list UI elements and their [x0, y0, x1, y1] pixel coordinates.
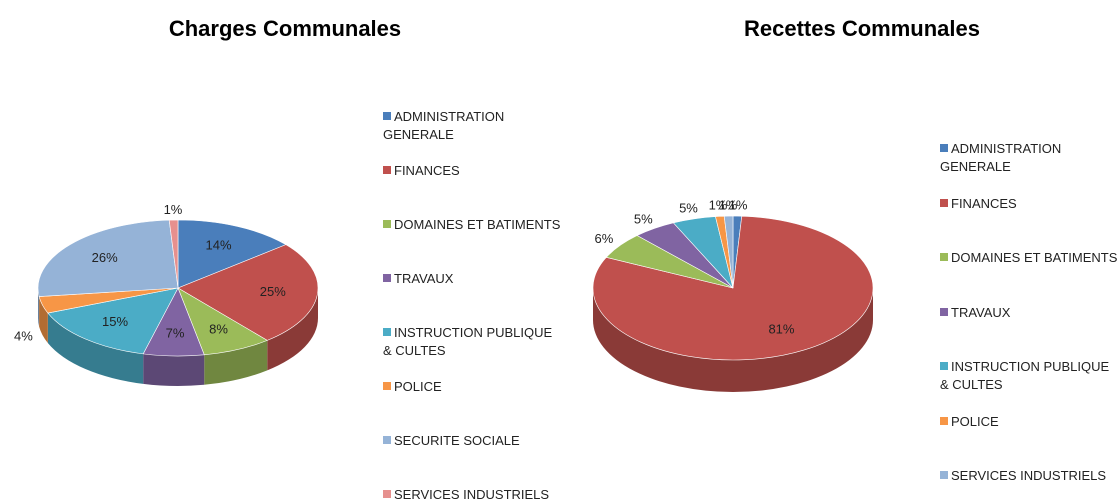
legend-item: INSTRUCTION PUBLIQUE & CULTES: [383, 324, 561, 360]
slice-side: [204, 340, 268, 385]
legend-swatch: [940, 198, 948, 207]
legend-label: INSTRUCTION PUBLIQUE & CULTES: [383, 325, 553, 358]
legend-label: TRAVAUX: [394, 271, 454, 286]
slice-side: [267, 288, 318, 371]
legend-label: DOMAINES ET BATIMENTS: [394, 217, 561, 232]
legend-item: SERVICES INDUSTRIELS: [940, 467, 1118, 485]
data-label: 1%: [719, 197, 738, 212]
data-label: 1%: [709, 198, 728, 213]
legend-label: ADMINISTRATION GENERALE: [383, 109, 505, 142]
legend-swatch: [383, 112, 391, 120]
data-label: 81%: [768, 322, 794, 337]
slice: [723, 215, 734, 289]
data-label: 1%: [729, 197, 748, 212]
slice-side: [593, 288, 873, 392]
legend-item: DOMAINES ET BATIMENTS: [383, 216, 561, 234]
legend-item: TRAVAUX: [383, 270, 561, 288]
legend-label: ADMINISTRATION GENERALE: [940, 141, 1062, 174]
data-label: 5%: [634, 212, 653, 227]
legend-label: SERVICES INDUSTRIELS: [951, 468, 1107, 483]
legend-item: TRAVAUX: [940, 304, 1118, 322]
legend-swatch: [940, 471, 948, 479]
legend-item: SERVICES INDUSTRIELS: [383, 486, 561, 502]
legend-swatch: [383, 220, 391, 228]
chart-title: Charges Communales: [169, 16, 401, 41]
legend-label: POLICE: [951, 413, 999, 429]
slice: [47, 287, 179, 355]
legend-swatch: [383, 490, 391, 498]
data-label: 7%: [166, 326, 185, 341]
legend-swatch: [940, 416, 948, 425]
slice-side: [47, 313, 144, 384]
legend-item: FINANCES: [383, 162, 561, 180]
legend-swatch: [383, 274, 391, 282]
legend-label: DOMAINES ET BATIMENTS: [951, 250, 1118, 265]
legend-label: SERVICES INDUSTRIELS: [394, 487, 550, 502]
data-label: 15%: [102, 314, 128, 329]
legend-swatch: [940, 144, 948, 152]
data-label: 5%: [679, 201, 698, 216]
data-label: 1%: [164, 202, 183, 217]
legend-label: POLICE: [394, 379, 442, 394]
legend-label: FINANCES: [951, 195, 1017, 211]
legend-swatch: [940, 307, 948, 316]
slice: [177, 219, 287, 289]
legend-swatch: [383, 382, 391, 390]
data-label: 8%: [209, 321, 228, 336]
chart-title: Recettes Communales: [744, 16, 980, 41]
legend-label: FINANCES: [394, 163, 460, 178]
legend-swatch: [383, 328, 391, 336]
data-label: 25%: [260, 284, 286, 299]
legend-item: ADMINISTRATION GENERALE: [940, 140, 1118, 176]
legend-item: FINANCES: [940, 195, 1118, 213]
legend-item: POLICE: [383, 378, 561, 396]
legend-item: POLICE: [940, 413, 1118, 431]
legend-item: INSTRUCTION PUBLIQUE & CULTES: [940, 358, 1118, 394]
legend-item: ADMINISTRATION GENERALE: [383, 108, 561, 144]
data-label: 14%: [206, 238, 232, 253]
legend-label: TRAVAUX: [951, 304, 1011, 320]
legend-swatch: [940, 253, 948, 261]
legend-swatch: [940, 362, 948, 370]
slice: [168, 219, 179, 289]
slice: [177, 244, 319, 341]
legend-swatch: [383, 436, 391, 444]
legend-label: INSTRUCTION PUBLIQUE & CULTES: [940, 359, 1110, 392]
slice: [37, 219, 179, 297]
data-label: 4%: [14, 329, 33, 344]
legend-swatch: [383, 166, 391, 174]
slice-side: [39, 296, 48, 344]
legend-item: DOMAINES ET BATIMENTS: [940, 249, 1118, 267]
legend-label: SECURITE SOCIALE: [394, 433, 520, 448]
legend-item: SECURITE SOCIALE: [383, 432, 561, 450]
slice-side: [38, 288, 40, 327]
data-label: 6%: [594, 231, 613, 246]
slice-side: [143, 353, 205, 386]
data-label: 26%: [92, 250, 118, 265]
